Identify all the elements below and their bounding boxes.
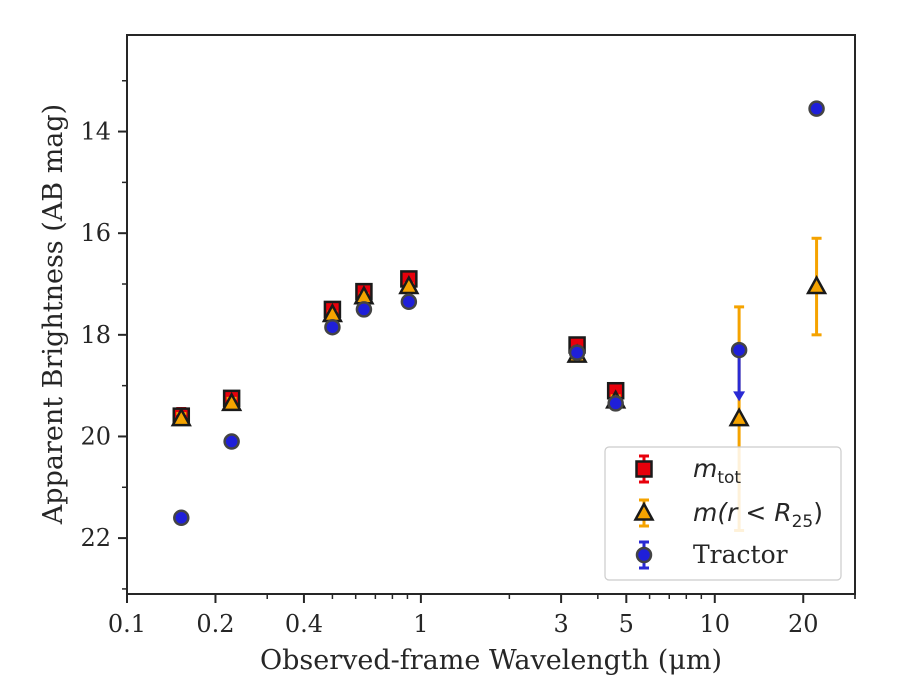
data-marks: [170, 100, 828, 532]
legend-frame: [604, 446, 842, 581]
point-mr25: [728, 407, 750, 427]
legend-label-tractor: Tractor: [693, 540, 788, 569]
legend-marker-mr25: [633, 501, 655, 521]
point-tractor: [355, 301, 373, 318]
legend-label-mtot: mtot: [693, 454, 741, 488]
point-mr25: [170, 407, 192, 427]
x-tick-label: 0.4: [285, 610, 323, 638]
x-tick-label: 3: [553, 610, 568, 638]
point-mr25: [805, 274, 828, 295]
x-axis-label: Observed-frame Wavelength (μm): [260, 645, 722, 676]
x-axis-ticks: 0.1 0.2 0.4 1 3 5 10 20: [108, 594, 856, 638]
point-mr25: [221, 391, 243, 412]
point-tractor: [808, 100, 825, 117]
y-tick-label: 22: [80, 524, 111, 552]
y-axis-ticks: 14 16 18 20 22: [80, 79, 127, 590]
x-tick-label: 0.2: [196, 610, 234, 638]
plot-frame: [126, 34, 856, 595]
y-axis-label: Apparent Brightness (AB mag): [38, 104, 69, 525]
point-mr25: [398, 274, 420, 295]
y-tick-label: 14: [80, 118, 111, 146]
legend: mtot m(r < R25) Tractor: [604, 446, 842, 581]
legend-marker-mtot: [635, 460, 653, 478]
x-tick-label: 1: [413, 610, 428, 638]
y-tick-label: 18: [80, 321, 111, 349]
point-tractor: [223, 433, 240, 450]
point-tractor: [730, 341, 748, 359]
x-tick-label: 0.1: [108, 610, 146, 638]
y-tick-label: 20: [80, 422, 111, 450]
point-tractor: [568, 344, 586, 361]
x-tick-label: 10: [700, 610, 731, 638]
y-tick-label: 16: [80, 219, 111, 247]
point-tractor: [324, 318, 341, 336]
point-tractor: [173, 509, 190, 527]
series-tractor: [173, 100, 825, 527]
legend-marker-tractor: [635, 546, 653, 564]
x-tick-label: 20: [788, 610, 819, 638]
upper-limit-arrow: [733, 391, 746, 402]
x-tick-label: 5: [619, 610, 634, 638]
point-tractor: [607, 395, 624, 412]
point-tractor: [400, 293, 418, 311]
legend-label-mr25: m(r < R25): [693, 498, 823, 532]
